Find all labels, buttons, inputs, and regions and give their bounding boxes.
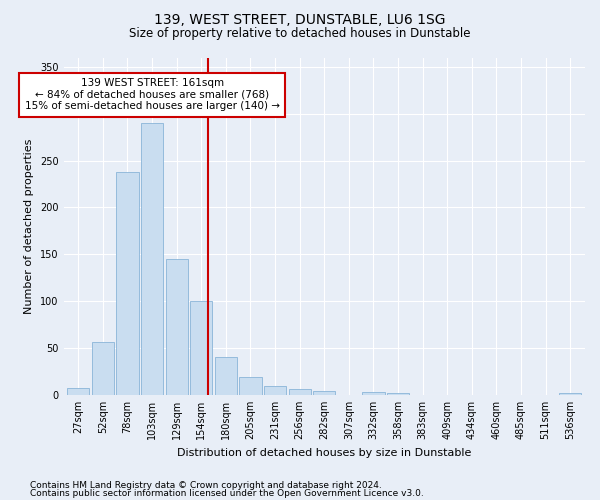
Text: Contains HM Land Registry data © Crown copyright and database right 2024.: Contains HM Land Registry data © Crown c… [30,481,382,490]
Bar [289,390,311,395]
Bar [239,377,262,395]
Bar [116,172,139,395]
Bar [141,123,163,395]
Bar [313,391,335,395]
Bar [92,342,114,395]
Text: 139 WEST STREET: 161sqm
← 84% of detached houses are smaller (768)
15% of semi-d: 139 WEST STREET: 161sqm ← 84% of detache… [25,78,280,112]
Bar [166,259,188,395]
Bar [362,392,385,395]
Bar [190,301,212,395]
Text: Size of property relative to detached houses in Dunstable: Size of property relative to detached ho… [129,28,471,40]
Bar [559,393,581,395]
Bar [215,358,237,395]
Text: 139, WEST STREET, DUNSTABLE, LU6 1SG: 139, WEST STREET, DUNSTABLE, LU6 1SG [154,12,446,26]
Bar [67,388,89,395]
Bar [387,393,409,395]
Text: Contains public sector information licensed under the Open Government Licence v3: Contains public sector information licen… [30,488,424,498]
Bar [264,386,286,395]
Y-axis label: Number of detached properties: Number of detached properties [25,138,34,314]
X-axis label: Distribution of detached houses by size in Dunstable: Distribution of detached houses by size … [177,448,472,458]
